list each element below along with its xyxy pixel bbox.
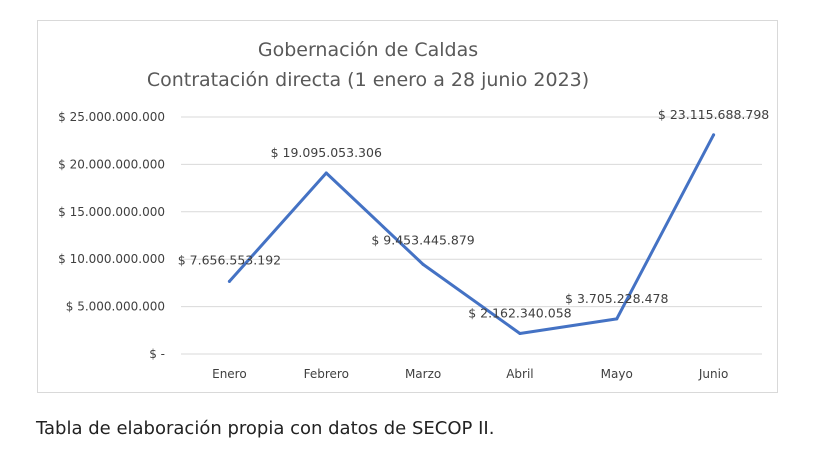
series-lines <box>227 133 716 336</box>
data-point <box>712 133 716 137</box>
y-tick-label: $ 15.000.000.000 <box>58 205 165 219</box>
chart-title-line-2: Contratación directa (1 enero a 28 junio… <box>147 69 589 91</box>
x-tick-label: Febrero <box>304 367 349 381</box>
data-point <box>324 171 328 175</box>
data-label: $ 2.162.340.058 <box>468 306 571 321</box>
data-label: $ 7.656.553.192 <box>178 252 281 267</box>
x-tick-label: Abril <box>506 367 533 381</box>
data-point <box>518 332 522 336</box>
data-point <box>227 279 231 283</box>
data-point <box>615 317 619 321</box>
x-axis-tick-labels: Enero Febrero Marzo Abril Mayo Junio <box>212 367 728 381</box>
y-tick-label: $ - <box>149 347 165 361</box>
series-line <box>227 133 716 336</box>
y-tick-label: $ 20.000.000.000 <box>58 157 165 171</box>
line-chart: Gobernación de Caldas Contratación direc… <box>58 39 770 381</box>
figure-caption: Tabla de elaboración propia con datos de… <box>36 418 495 439</box>
y-tick-label: $ 25.000.000.000 <box>58 110 165 124</box>
chart-title: Gobernación de Caldas Contratación direc… <box>147 39 589 91</box>
gridlines <box>181 116 762 355</box>
data-label: $ 23.115.688.798 <box>658 107 769 122</box>
data-label: $ 3.705.228.478 <box>565 291 668 306</box>
chart-frame: Gobernación de Caldas Contratación direc… <box>37 20 778 393</box>
x-tick-label: Mayo <box>601 367 633 381</box>
y-axis-tick-labels: $ - $ 5.000.000.000 $ 10.000.000.000 $ 15.0… <box>58 110 165 361</box>
y-tick-label: $ 5.000.000.000 <box>66 300 165 314</box>
data-label: $ 9.453.445.879 <box>371 232 474 247</box>
x-tick-label: Marzo <box>405 367 441 381</box>
data-label: $ 19.095.053.306 <box>271 145 382 160</box>
data-labels: $ 7.656.553.192 $ 19.095.053.306 $ 9.453.4… <box>178 107 770 321</box>
x-tick-label: Junio <box>698 367 728 381</box>
chart-title-line-1: Gobernación de Caldas <box>258 39 478 61</box>
y-tick-label: $ 10.000.000.000 <box>58 252 165 266</box>
x-tick-label: Enero <box>212 367 247 381</box>
data-point <box>421 262 425 266</box>
